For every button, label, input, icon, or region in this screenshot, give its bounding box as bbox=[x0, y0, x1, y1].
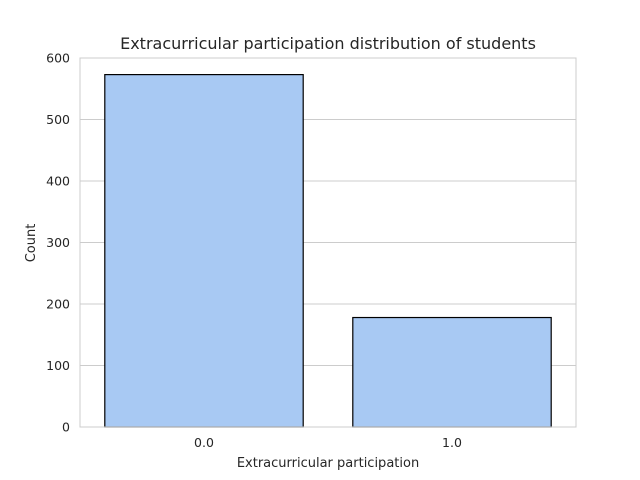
x-tick-label: 0.0 bbox=[194, 435, 214, 450]
chart-title: Extracurricular participation distributi… bbox=[120, 34, 536, 53]
bar-1.0 bbox=[352, 316, 552, 428]
y-tick-label: 100 bbox=[46, 358, 70, 373]
y-tick-label: 400 bbox=[46, 174, 70, 189]
bars bbox=[104, 74, 552, 428]
x-axis-label: Extracurricular participation bbox=[237, 456, 419, 471]
y-tick-label: 600 bbox=[46, 51, 70, 66]
plot-frame bbox=[79, 57, 577, 428]
y-tick-labels: 0 100 200 300 400 500 600 bbox=[46, 51, 70, 435]
bar-0.0 bbox=[104, 74, 304, 428]
y-tick-label: 500 bbox=[46, 112, 70, 127]
x-tick-label: 1.0 bbox=[442, 435, 462, 450]
y-axis-label: Count bbox=[24, 224, 39, 263]
x-tick-labels: 0.0 1.0 bbox=[194, 435, 462, 450]
y-tick-label: 300 bbox=[46, 235, 70, 250]
y-tick-label: 200 bbox=[46, 297, 70, 312]
y-tick-label: 0 bbox=[62, 420, 70, 435]
